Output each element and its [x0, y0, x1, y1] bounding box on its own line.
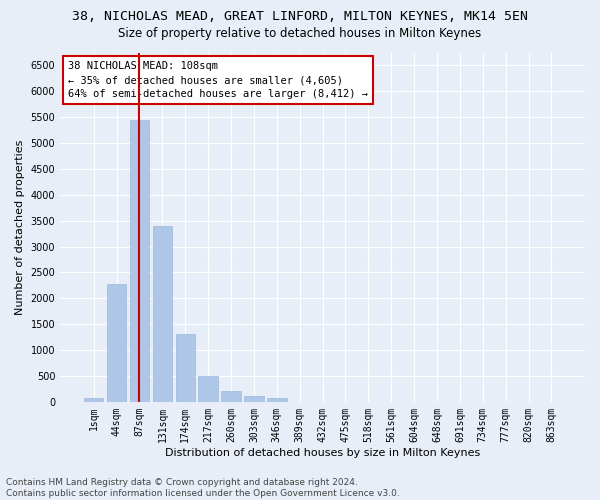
Bar [107, 284, 127, 402]
Text: Size of property relative to detached houses in Milton Keynes: Size of property relative to detached ho… [118, 28, 482, 40]
Bar [176, 334, 195, 402]
Text: 38, NICHOLAS MEAD, GREAT LINFORD, MILTON KEYNES, MK14 5EN: 38, NICHOLAS MEAD, GREAT LINFORD, MILTON… [72, 10, 528, 23]
Bar [130, 120, 149, 402]
Y-axis label: Number of detached properties: Number of detached properties [15, 140, 25, 315]
Bar [84, 398, 103, 402]
Bar [152, 226, 172, 402]
Text: 38 NICHOLAS MEAD: 108sqm
← 35% of detached houses are smaller (4,605)
64% of sem: 38 NICHOLAS MEAD: 108sqm ← 35% of detach… [68, 61, 368, 99]
Bar [267, 398, 287, 402]
Bar [244, 396, 263, 402]
Text: Contains HM Land Registry data © Crown copyright and database right 2024.
Contai: Contains HM Land Registry data © Crown c… [6, 478, 400, 498]
X-axis label: Distribution of detached houses by size in Milton Keynes: Distribution of detached houses by size … [165, 448, 480, 458]
Bar [199, 376, 218, 402]
Bar [221, 392, 241, 402]
